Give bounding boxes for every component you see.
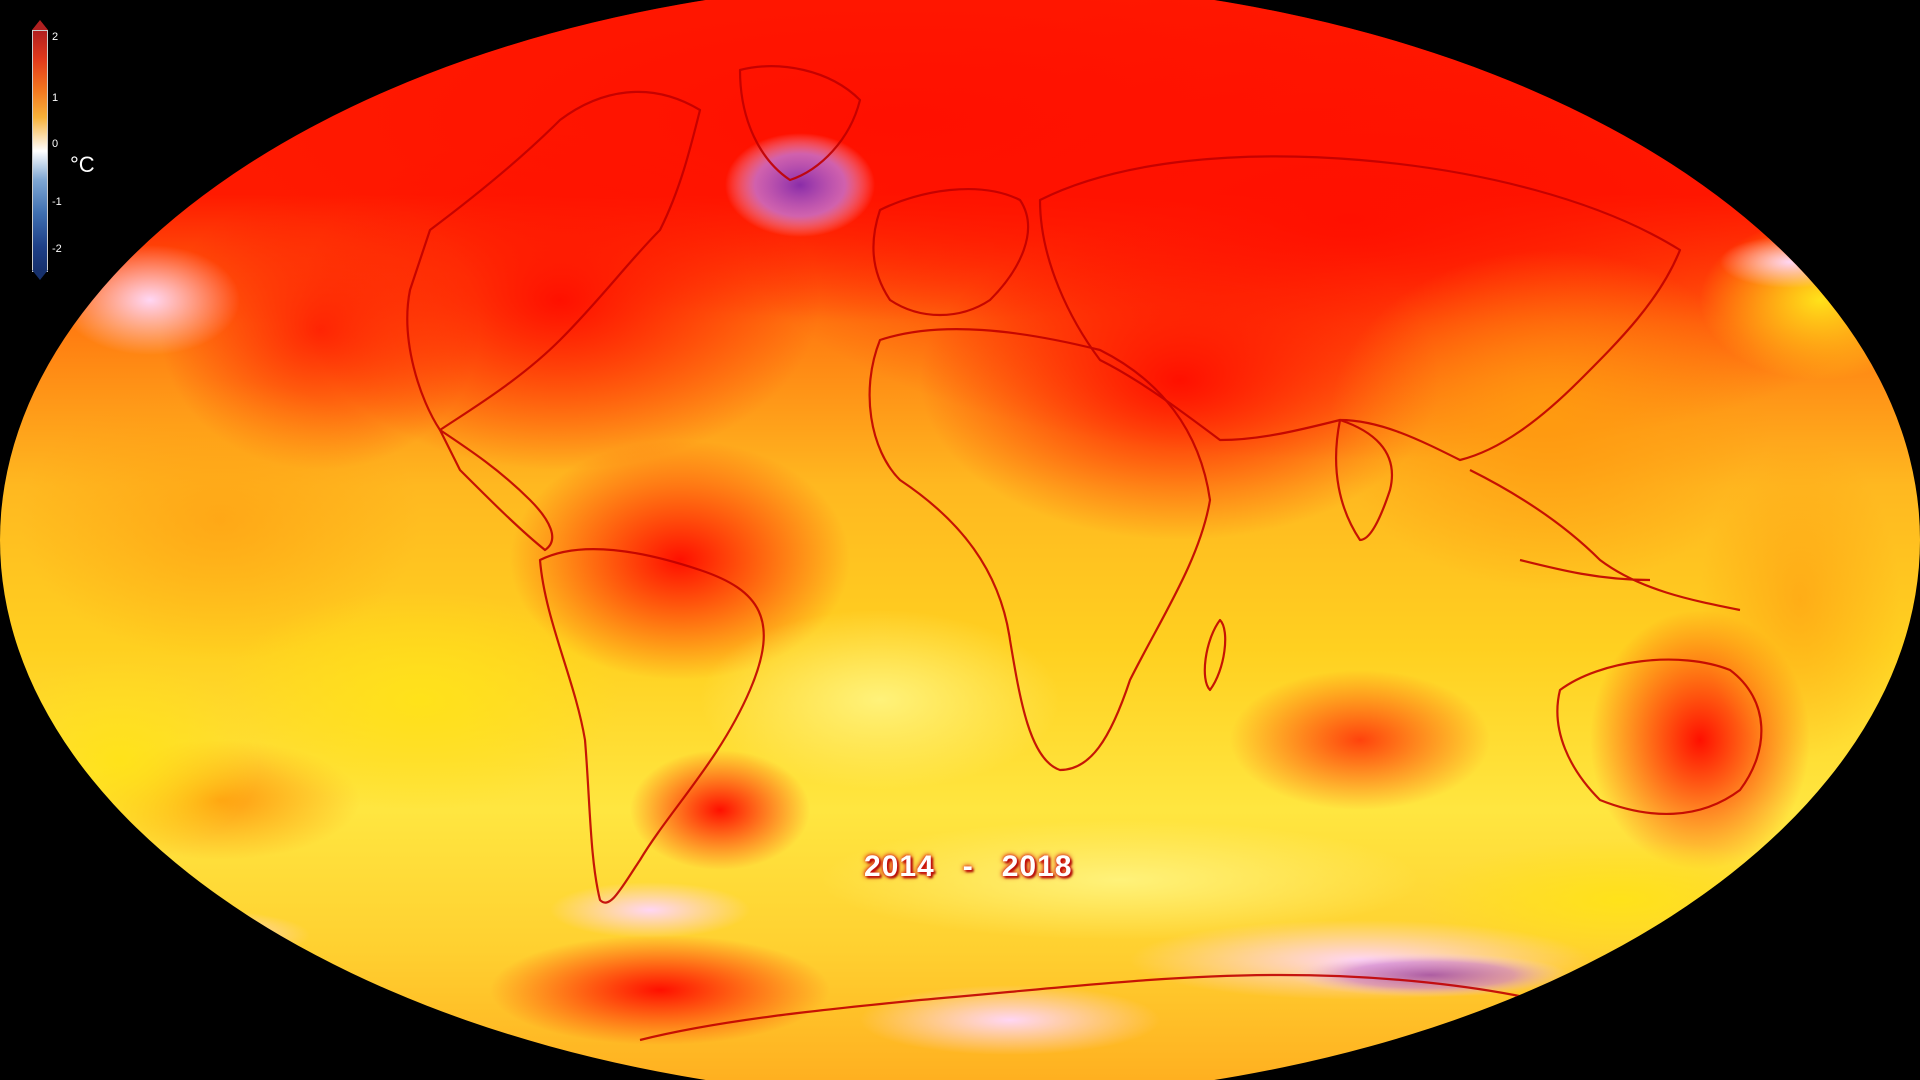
legend-tick: 1 — [52, 92, 59, 104]
legend-top-arrow — [32, 20, 48, 30]
legend-tick: -2 — [52, 243, 62, 255]
legend-bottom-arrow — [32, 270, 48, 280]
color-scale-legend: 2 1 0 -1 -2 °C — [28, 20, 118, 280]
legend-unit: °C — [70, 152, 95, 177]
legend-tick: 0 — [52, 138, 59, 150]
period-separator: - — [962, 850, 974, 883]
legend-tick: 2 — [52, 31, 59, 43]
period-label: 2014-2018 — [864, 850, 1073, 884]
legend-color-bar — [32, 30, 48, 272]
legend-tick: -1 — [52, 196, 62, 208]
period-end: 2018 — [1001, 850, 1073, 883]
period-start: 2014 — [864, 850, 935, 883]
